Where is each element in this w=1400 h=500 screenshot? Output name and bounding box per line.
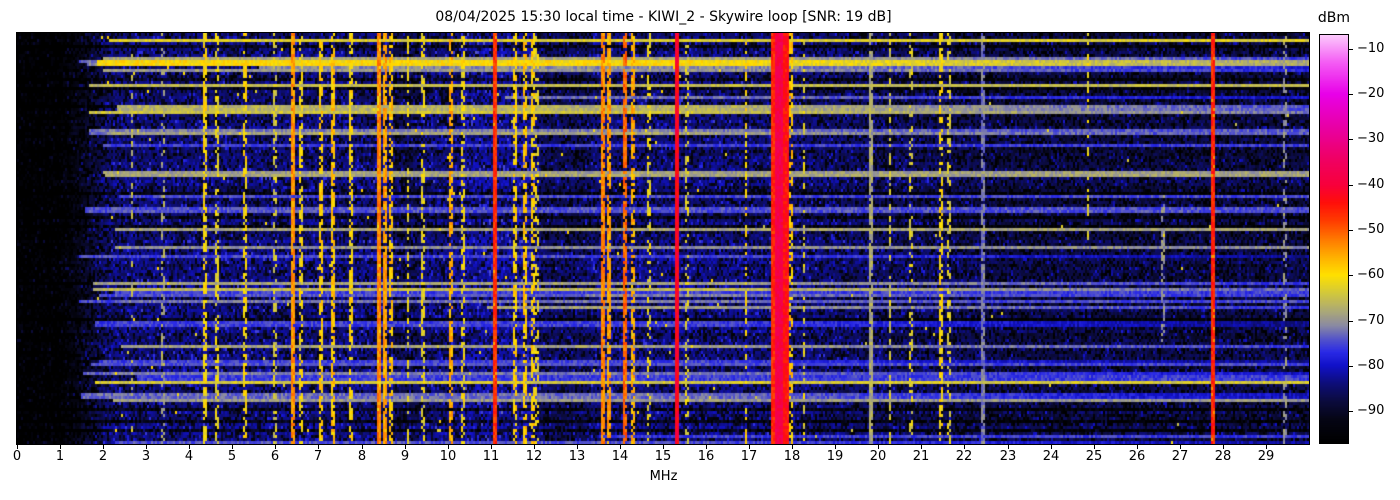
x-tick-mark — [103, 445, 104, 449]
spectrogram-waterfall-canvas — [16, 32, 1310, 445]
x-tick-label: 27 — [1171, 449, 1189, 464]
x-tick-label: 6 — [270, 449, 280, 464]
colorbar-tick-mark — [1349, 230, 1353, 231]
x-tick-label: 21 — [912, 449, 930, 464]
x-tick-label: 16 — [697, 449, 715, 464]
x-tick-label: 28 — [1214, 449, 1232, 464]
x-tick-label: 17 — [740, 449, 758, 464]
x-tick-mark — [1137, 445, 1138, 449]
x-tick-mark — [964, 445, 965, 449]
x-tick-label: 4 — [184, 449, 194, 464]
x-tick-label: 25 — [1085, 449, 1103, 464]
x-tick-mark — [1180, 445, 1181, 449]
colorbar-tick-mark — [1349, 411, 1353, 412]
colorbar-tick-label: −50 — [1357, 222, 1385, 237]
x-tick-mark — [663, 445, 664, 449]
x-tick-label: 22 — [955, 449, 973, 464]
x-tick-mark — [60, 445, 61, 449]
colorbar-label: dBm — [1317, 10, 1351, 26]
x-tick-mark — [1008, 445, 1009, 449]
x-tick-mark — [189, 445, 190, 449]
colorbar-tick-label: −80 — [1357, 358, 1385, 373]
x-tick-mark — [318, 445, 319, 449]
x-tick-label: 7 — [313, 449, 323, 464]
colorbar-canvas — [1319, 34, 1349, 444]
x-tick-mark — [232, 445, 233, 449]
x-tick-label: 20 — [869, 449, 887, 464]
x-tick-mark — [405, 445, 406, 449]
colorbar-tick-label: −40 — [1357, 177, 1385, 192]
x-tick-label: 14 — [611, 449, 629, 464]
x-tick-label: 5 — [227, 449, 237, 464]
x-tick-label: 1 — [55, 449, 65, 464]
x-tick-label: 10 — [439, 449, 457, 464]
x-tick-mark — [577, 445, 578, 449]
x-tick-mark — [620, 445, 621, 449]
x-tick-label: 2 — [98, 449, 108, 464]
colorbar-tick-mark — [1349, 139, 1353, 140]
x-tick-mark — [534, 445, 535, 449]
colorbar-tick-label: −20 — [1357, 86, 1385, 101]
colorbar-tick-label: −70 — [1357, 313, 1385, 328]
colorbar-tick-mark — [1349, 94, 1353, 95]
colorbar-tick-mark — [1349, 185, 1353, 186]
x-tick-mark — [1051, 445, 1052, 449]
x-tick-mark — [1223, 445, 1224, 449]
x-tick-label: 29 — [1257, 449, 1275, 464]
x-tick-mark — [921, 445, 922, 449]
x-tick-mark — [792, 445, 793, 449]
colorbar-tick-mark — [1349, 321, 1353, 322]
colorbar-tick-label: −90 — [1357, 403, 1385, 418]
x-tick-label: 15 — [654, 449, 672, 464]
x-tick-mark — [146, 445, 147, 449]
colorbar-tick-label: −10 — [1357, 41, 1385, 56]
x-tick-label: 26 — [1128, 449, 1146, 464]
x-tick-label: 8 — [357, 449, 367, 464]
x-tick-label: 0 — [12, 449, 22, 464]
x-tick-label: 9 — [400, 449, 410, 464]
x-tick-label: 18 — [783, 449, 801, 464]
x-tick-label: 13 — [568, 449, 586, 464]
x-tick-label: 3 — [141, 449, 151, 464]
colorbar-tick-mark — [1349, 366, 1353, 367]
colorbar-tick-mark — [1349, 275, 1353, 276]
x-tick-label: 12 — [525, 449, 543, 464]
x-tick-mark — [275, 445, 276, 449]
x-tick-label: 23 — [999, 449, 1017, 464]
x-tick-mark — [491, 445, 492, 449]
x-tick-mark — [706, 445, 707, 449]
colorbar-tick-label: −60 — [1357, 267, 1385, 282]
x-tick-mark — [835, 445, 836, 449]
colorbar-tick-label: −30 — [1357, 131, 1385, 146]
x-tick-label: 24 — [1042, 449, 1060, 464]
chart-title: 08/04/2025 15:30 local time - KIWI_2 - S… — [435, 9, 892, 25]
x-tick-mark — [878, 445, 879, 449]
x-tick-mark — [749, 445, 750, 449]
x-tick-mark — [362, 445, 363, 449]
x-axis-label: MHz — [649, 469, 678, 484]
x-tick-mark — [1094, 445, 1095, 449]
colorbar-tick-mark — [1349, 49, 1353, 50]
x-tick-label: 11 — [482, 449, 500, 464]
x-tick-label: 19 — [826, 449, 844, 464]
x-tick-mark — [1266, 445, 1267, 449]
x-tick-mark — [448, 445, 449, 449]
x-tick-mark — [17, 445, 18, 449]
